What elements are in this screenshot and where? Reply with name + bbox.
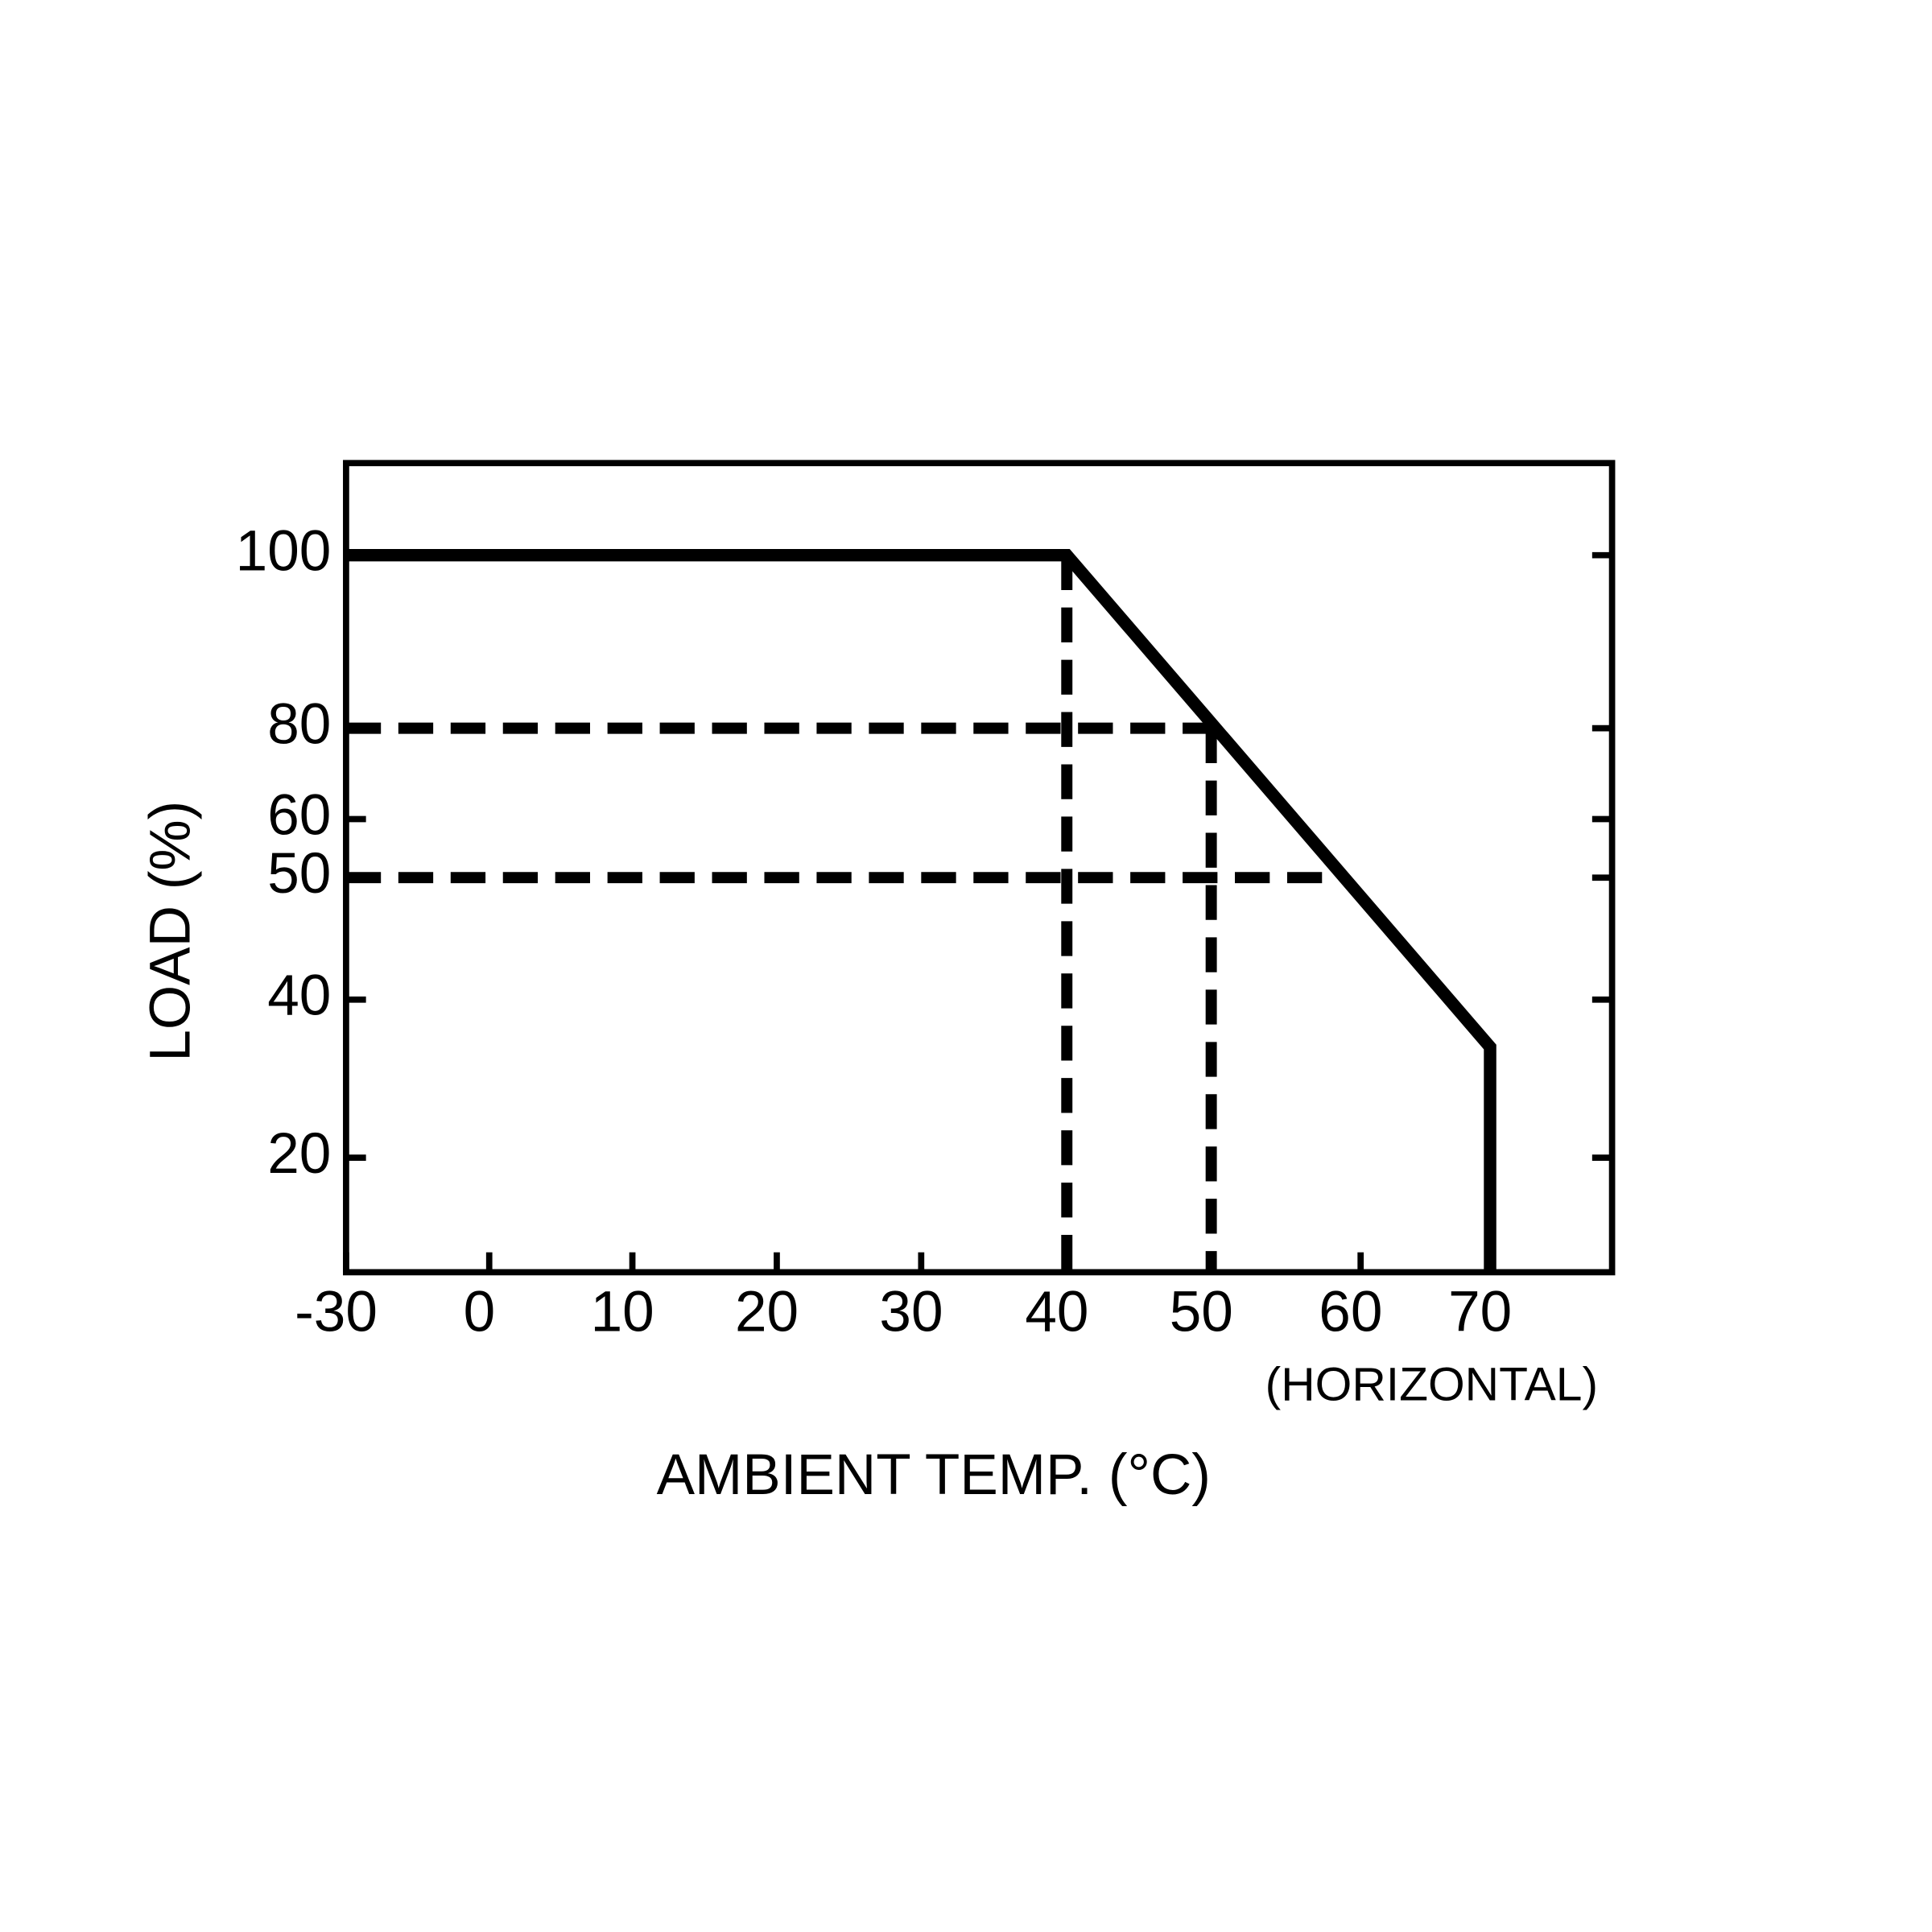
y-axis-label: LOAD (%) — [138, 801, 202, 1062]
x-tick-label: 10 — [591, 1280, 654, 1344]
load-curve — [345, 548, 1496, 1273]
annotation: (HORIZONTAL) — [1265, 1359, 1598, 1411]
x-tick-label: 50 — [1170, 1280, 1233, 1344]
x-tick-label: -30 — [295, 1280, 378, 1344]
y-tick-label: 20 — [267, 1122, 331, 1186]
x-tick-label: 20 — [735, 1280, 799, 1344]
plot-frame — [343, 460, 1616, 1276]
y-tick-label: 40 — [267, 964, 331, 1028]
x-tick-label: 60 — [1319, 1280, 1382, 1344]
x-tick-label: 40 — [1025, 1280, 1088, 1344]
y-tick-label: 80 — [267, 692, 331, 756]
x-tick-label: 70 — [1448, 1280, 1512, 1344]
x-tick-label: 0 — [464, 1280, 496, 1344]
y-tick-label: 60 — [267, 783, 331, 847]
x-axis-label: AMBIENT TEMP. (°C) — [657, 1443, 1211, 1507]
y-tick-label: 50 — [267, 842, 331, 906]
x-tick-label: 30 — [879, 1280, 943, 1344]
y-tick-label: 100 — [236, 519, 332, 583]
